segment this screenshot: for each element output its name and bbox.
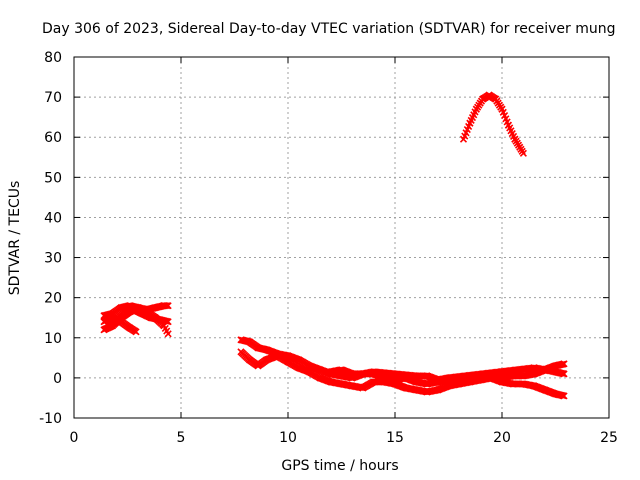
series-track-d [104,306,172,330]
data-point [560,392,568,400]
y-tick-label: 50 [44,170,62,186]
y-tick-label: 0 [53,371,62,387]
y-tick-label: 70 [44,90,62,106]
x-tick-label: 10 [279,430,297,446]
y-tick-label: 40 [44,210,62,226]
chart-title: Day 306 of 2023, Sidereal Day-to-day VTE… [42,21,616,37]
data-point [132,328,140,336]
data-point [163,302,171,310]
y-tick-label: 60 [44,130,62,146]
x-tick-label: 20 [493,430,511,446]
data-point [164,318,172,326]
y-axis-label: SDTVAR / TECUs [7,181,23,296]
y-tick-label: 20 [44,291,62,307]
data-point [519,149,527,157]
x-tick-label: 5 [177,430,186,446]
data-point [161,302,169,310]
plot-frame [73,56,610,419]
data-point [164,302,172,310]
y-tick-label: 80 [44,50,62,66]
data-point [560,370,568,378]
axis-ticks: 0 5 10 15 20 25 -10 0 10 20 30 40 50 60 70 80 [39,50,618,446]
series-track-f [237,348,568,400]
series-track-h [459,91,527,157]
y-tick-label: -10 [39,411,62,427]
y-tick-label: 30 [44,251,62,267]
x-tick-label: 15 [386,430,404,446]
x-tick-label: 0 [70,430,79,446]
data-point [560,360,568,368]
x-axis-label: GPS time / hours [281,458,398,474]
data-point [164,330,172,338]
data-points [100,91,568,400]
y-tick-label: 10 [44,331,62,347]
grid [74,57,609,418]
series-track-g [327,364,568,384]
x-tick-label: 25 [600,430,618,446]
